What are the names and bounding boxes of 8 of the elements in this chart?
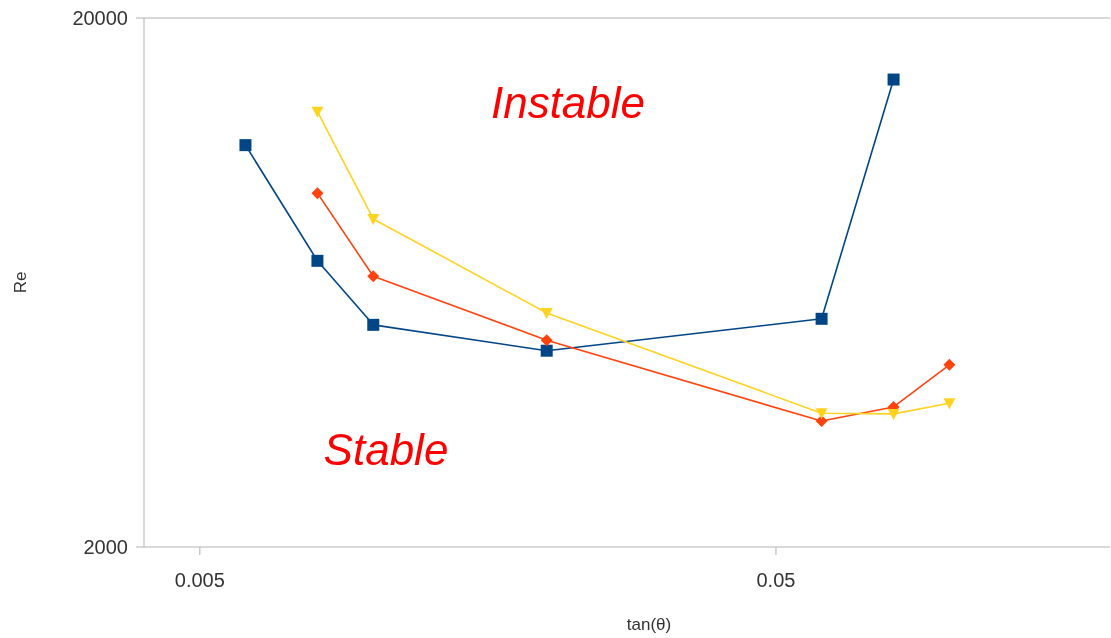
- y-tick-label: 20000: [72, 7, 128, 29]
- annotation: Stable: [323, 425, 449, 474]
- annotation: Instable: [490, 78, 646, 127]
- x-tick-label: 0.05: [756, 569, 796, 591]
- y-axis-title: Re: [11, 271, 30, 294]
- x-tick-label: 0.005: [174, 569, 225, 591]
- x-axis-title: tan(θ): [626, 615, 672, 634]
- y-tick-label: 2000: [83, 536, 128, 558]
